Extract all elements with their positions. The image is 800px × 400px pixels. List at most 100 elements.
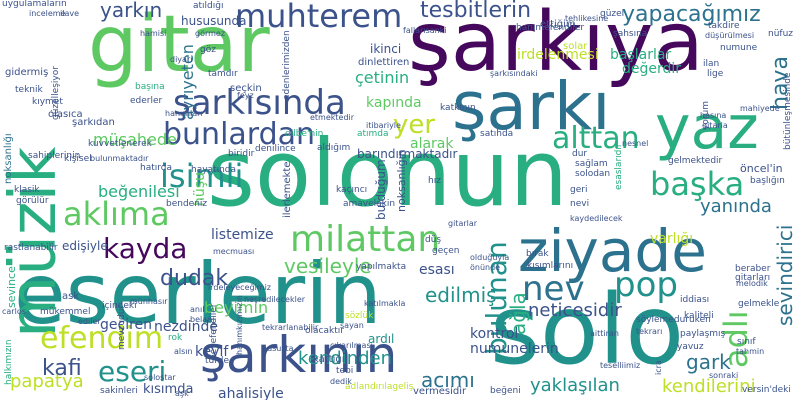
word: sağlam bbox=[575, 160, 608, 169]
word: kuvvetlenerek bbox=[88, 140, 152, 149]
word: başına bbox=[135, 83, 165, 92]
word: şarkıdan bbox=[72, 118, 115, 128]
word: mükemmel bbox=[40, 308, 90, 317]
word: söylemeduruken bbox=[636, 316, 711, 325]
word: katılmakla bbox=[364, 300, 405, 308]
word: varlığı bbox=[650, 232, 693, 246]
word: tebi bbox=[336, 367, 353, 376]
word: kontrol bbox=[470, 327, 518, 341]
word: numune bbox=[720, 44, 757, 53]
word: alarak bbox=[410, 137, 454, 151]
word: takdire bbox=[708, 22, 740, 31]
word: aittiran bbox=[590, 330, 619, 338]
word: dedik bbox=[330, 378, 352, 386]
word: denilince bbox=[255, 145, 296, 154]
word: tamdır bbox=[208, 70, 238, 79]
word: hanımları bbox=[165, 110, 203, 118]
word: sevindirici bbox=[775, 225, 795, 326]
word: noksanlığı bbox=[4, 133, 14, 184]
word: bütünleşmesinde bbox=[784, 72, 793, 150]
word: halkımızın bbox=[5, 339, 14, 385]
word: iddiası bbox=[680, 296, 709, 305]
word: adlandırılageliş bbox=[345, 383, 413, 392]
word: münhasır bbox=[130, 298, 168, 306]
word: hasına bbox=[700, 112, 726, 120]
word: hususunda bbox=[181, 15, 247, 27]
word: aşk bbox=[175, 390, 189, 398]
word: tehlikesine bbox=[565, 15, 608, 23]
word: feyz bbox=[237, 92, 254, 100]
word: esaslarıdır bbox=[615, 143, 624, 190]
word: klasik bbox=[14, 186, 40, 195]
word: noksanlığın bbox=[396, 149, 407, 212]
word: dinlettiren bbox=[358, 58, 409, 68]
word: gelmekle bbox=[738, 300, 779, 309]
word: beğenilesi bbox=[98, 184, 180, 200]
word: önünde bbox=[470, 264, 500, 272]
word: nevi bbox=[570, 200, 589, 209]
word: düşürülmesi bbox=[705, 32, 754, 40]
word: mevzudur bbox=[118, 305, 127, 350]
word: sevince bbox=[6, 266, 17, 308]
word: biridir bbox=[228, 150, 254, 159]
word: görmez bbox=[195, 30, 225, 38]
word: düş bbox=[425, 236, 441, 245]
word: kattığı bbox=[313, 355, 345, 365]
word: anıl bbox=[190, 306, 204, 314]
word: beyefendiler bbox=[210, 304, 219, 360]
word: hanımefendiler bbox=[516, 24, 584, 33]
word: icra bbox=[655, 360, 663, 375]
word: katkının bbox=[440, 104, 476, 113]
word: olduğuyla bbox=[470, 254, 509, 262]
word: listemize bbox=[211, 228, 274, 242]
word: teknik bbox=[15, 86, 43, 95]
word: versin'deki bbox=[742, 386, 791, 395]
word: gitarlar bbox=[448, 220, 477, 228]
word: mahiyede bbox=[740, 105, 780, 113]
word: hatırda bbox=[140, 164, 172, 173]
word: uygulamaların bbox=[2, 0, 67, 9]
word: solar bbox=[563, 42, 587, 52]
word: sakinleri bbox=[100, 387, 138, 396]
word: ilan bbox=[703, 60, 719, 69]
word: vermesidir bbox=[413, 387, 466, 397]
word: itibariyle bbox=[366, 122, 401, 130]
word: ikinci bbox=[370, 43, 401, 55]
word: irdeleyeceğimiz bbox=[208, 284, 271, 292]
word: tesbitlerin bbox=[420, 0, 531, 22]
word: fallarısanki bbox=[403, 27, 447, 35]
word: tekrarı bbox=[636, 328, 662, 336]
word: göz bbox=[200, 46, 216, 55]
word: şarkısındaki bbox=[490, 70, 538, 78]
word: tahmin bbox=[736, 348, 764, 356]
word: solostar bbox=[144, 374, 176, 382]
word: gark bbox=[686, 352, 731, 372]
word: güzelleşiyor bbox=[52, 66, 61, 120]
word: yarkın bbox=[100, 0, 162, 20]
word: atımda bbox=[357, 130, 389, 139]
word: beğeni bbox=[490, 387, 521, 396]
word: sınıf bbox=[737, 338, 756, 347]
word: kaydedilecek bbox=[570, 215, 623, 223]
word: neticesidir bbox=[528, 302, 622, 320]
word: geri bbox=[570, 186, 587, 195]
word: kişisel bbox=[64, 155, 92, 164]
word: başlarlar bbox=[610, 48, 671, 62]
word: dur bbox=[572, 150, 587, 159]
word: gelmektedir bbox=[668, 157, 722, 166]
word: pop bbox=[614, 268, 678, 302]
word: kısımlarını bbox=[527, 262, 573, 271]
word: gitarla bbox=[702, 122, 728, 130]
word: kayda bbox=[103, 235, 187, 263]
word: inceleme bbox=[29, 10, 65, 18]
word: aldığım bbox=[317, 144, 350, 153]
word: sayan bbox=[340, 322, 364, 330]
word: amavelakin bbox=[343, 200, 395, 209]
word: yavuz bbox=[677, 343, 704, 352]
word: kapında bbox=[366, 96, 422, 110]
word: nüfuz bbox=[768, 30, 793, 39]
word: şahsına bbox=[613, 30, 647, 39]
word: lige bbox=[707, 70, 723, 79]
word: neşredilecekler bbox=[244, 296, 305, 304]
